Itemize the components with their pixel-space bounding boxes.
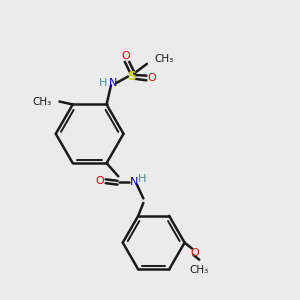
Text: CH₃: CH₃ — [33, 97, 52, 106]
Text: H: H — [138, 174, 146, 184]
Text: N: N — [109, 78, 118, 88]
Text: CH₃: CH₃ — [154, 54, 174, 64]
Text: O: O — [95, 176, 104, 186]
Text: O: O — [148, 73, 157, 83]
Text: S: S — [127, 70, 136, 83]
Text: H: H — [99, 78, 107, 88]
Text: O: O — [190, 248, 199, 258]
Text: O: O — [121, 51, 130, 61]
Text: N: N — [130, 177, 139, 187]
Text: CH₃: CH₃ — [190, 265, 209, 275]
